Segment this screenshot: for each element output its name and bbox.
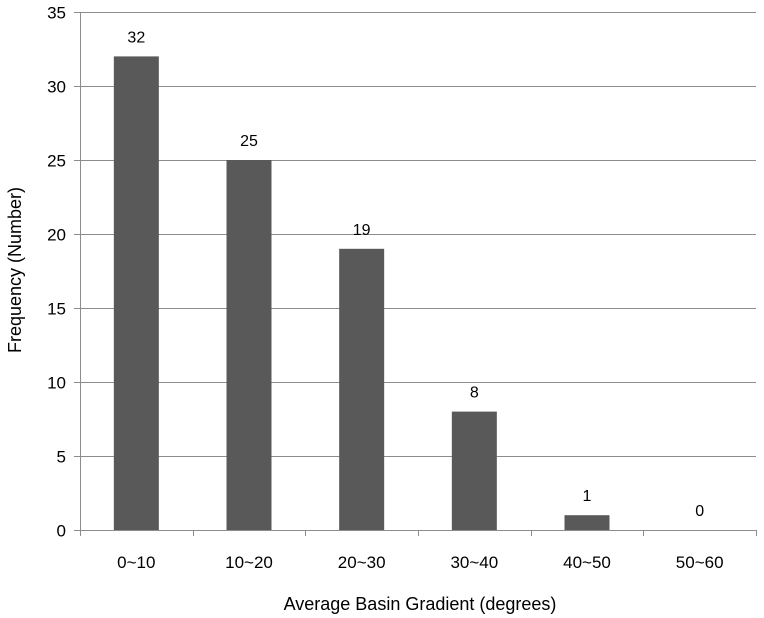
y-tick-label: 5 [57,448,66,467]
gridlines [80,12,756,457]
y-tick-label: 15 [47,300,66,319]
x-tick-label: 20~30 [338,553,386,572]
x-tick-label: 10~20 [225,553,273,572]
bars [113,56,610,531]
data-label: 8 [470,385,479,402]
y-tick-label: 10 [47,374,66,393]
x-axis-title: Average Basin Gradient (degrees) [284,594,557,614]
data-label: 1 [583,488,592,505]
y-tick-label: 30 [47,78,66,97]
data-label: 25 [240,133,258,150]
x-tick-label: 0~10 [117,553,155,572]
bar-10~20 [226,160,272,530]
y-tick-label: 35 [47,4,66,23]
bar-0~10 [113,56,159,531]
y-tick-label: 25 [47,152,66,171]
labels: 05101520253035320~102510~201920~30830~40… [47,4,723,573]
x-tick-label: 40~50 [563,553,611,572]
bar-30~40 [451,411,497,530]
bar-40~50 [564,515,610,530]
bar-20~30 [339,248,385,531]
x-tick-label: 50~60 [676,553,724,572]
data-label: 32 [127,29,145,46]
data-label: 19 [353,222,371,239]
y-axis-title: Frequency (Number) [5,187,25,353]
y-tick-label: 20 [47,226,66,245]
data-label: 0 [695,503,704,520]
y-tick-label: 0 [57,522,66,541]
axes [74,12,757,536]
x-tick-label: 30~40 [450,553,498,572]
